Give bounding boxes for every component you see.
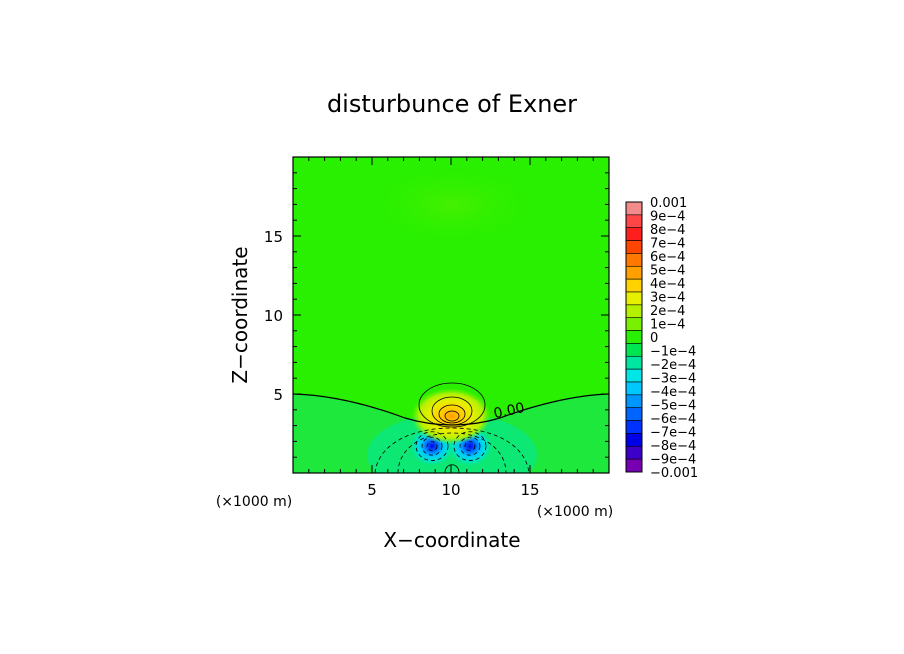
colorbar-swatch xyxy=(625,265,643,280)
negative-contour-1-2 xyxy=(421,436,443,456)
colorbar-label: −3e−4 xyxy=(650,372,696,387)
colorbar-swatch xyxy=(625,201,643,216)
y-tick-label: 10 xyxy=(264,307,283,325)
y-unit-label: (×1000 m) xyxy=(216,494,292,510)
colorbar-swatch xyxy=(625,317,643,331)
positive-contour-4 xyxy=(444,410,460,422)
x-axis-title: X−coordinate xyxy=(383,528,520,552)
colorbar-label: −5e−4 xyxy=(650,399,696,414)
bottom-small-contour xyxy=(444,464,460,473)
colorbar-swatch xyxy=(625,214,643,229)
positive-contour-2 xyxy=(431,396,473,426)
colorbar-swatch xyxy=(625,368,643,383)
colorbar-swatch xyxy=(625,304,643,319)
colorbar-label: 7e−4 xyxy=(650,237,685,252)
colorbar-swatch xyxy=(625,458,643,473)
negative-contour-2 xyxy=(397,432,507,473)
positive-contour-1 xyxy=(418,382,486,428)
colorbar-swatch xyxy=(625,381,643,396)
colorbar-swatch xyxy=(625,278,643,293)
positive-contour-3 xyxy=(438,404,466,424)
contour-plot-area xyxy=(293,157,609,473)
x-unit-label: (×1000 m) xyxy=(537,504,613,520)
negative-contour-1-1 xyxy=(415,431,449,461)
x-tick-label: 15 xyxy=(520,481,539,499)
colorbar-frame xyxy=(625,201,643,473)
colorbar-label: 0.001 xyxy=(650,196,687,211)
colorbar-label: −4e−4 xyxy=(650,385,696,400)
y-tick-label: 5 xyxy=(273,386,283,404)
colorbar-label: 9e−4 xyxy=(650,210,685,225)
colorbar-label: 5e−4 xyxy=(650,264,685,279)
colorbar-labels: 0.0019e−48e−47e−46e−45e−44e−43e−42e−41e−… xyxy=(650,196,698,481)
colorbar-label: 2e−4 xyxy=(650,304,685,319)
colorbar-swatch xyxy=(625,330,643,344)
colorbar-swatch xyxy=(625,227,643,241)
colorbar-label: −1e−4 xyxy=(650,345,696,360)
colorbar-swatch xyxy=(625,355,643,370)
x-tick-labels: 5 10 15 xyxy=(367,481,539,499)
colorbar-label: 3e−4 xyxy=(650,291,685,306)
y-axis-title: Z−coordinate xyxy=(228,246,252,383)
y-tick-label: 15 xyxy=(264,228,283,246)
axis-ticks xyxy=(293,157,609,473)
colorbar-label: −9e−4 xyxy=(650,453,696,468)
x-tick-label: 10 xyxy=(441,481,460,499)
colorbar-swatch xyxy=(625,343,643,357)
colorbar-swatch xyxy=(625,240,643,254)
colorbar-swatch xyxy=(625,253,643,267)
colorbar-label: 1e−4 xyxy=(650,318,685,333)
colorbar-label: 6e−4 xyxy=(650,250,685,265)
negative-contours xyxy=(415,431,487,461)
colorbar-swatch xyxy=(625,445,643,460)
negative-contour-1-3 xyxy=(426,441,438,452)
colorbar-label: −8e−4 xyxy=(650,439,696,454)
negative-contour-2-2 xyxy=(459,436,481,456)
colorbar-label: −2e−4 xyxy=(650,358,696,373)
chart-title: disturbunce of Exner xyxy=(327,90,577,118)
colorbar-swatch xyxy=(625,394,643,409)
colorbar-swatch xyxy=(625,433,643,447)
colorbar-label: 4e−4 xyxy=(650,277,685,292)
negative-contour-outer xyxy=(374,427,530,473)
contour-label: 0.00 xyxy=(492,400,526,422)
negative-contour-2-1 xyxy=(453,431,487,461)
upper-weak-positive-region xyxy=(357,160,547,250)
negative-contour-2-3 xyxy=(464,441,476,452)
x-tick-label: 5 xyxy=(367,481,377,499)
colorbar-swatch xyxy=(625,420,643,434)
colorbar-swatch xyxy=(625,291,643,306)
colorbar-label: −0.001 xyxy=(650,466,698,481)
y-tick-labels: 5 10 15 xyxy=(264,228,283,404)
colorbar xyxy=(625,201,643,473)
colorbar-label: 0 xyxy=(650,331,658,346)
colorbar-swatch xyxy=(625,407,643,421)
colorbar-label: −6e−4 xyxy=(650,412,696,427)
colorbar-label: 8e−4 xyxy=(650,223,685,238)
positive-center xyxy=(411,388,491,445)
colorbar-label: −7e−4 xyxy=(650,426,696,441)
